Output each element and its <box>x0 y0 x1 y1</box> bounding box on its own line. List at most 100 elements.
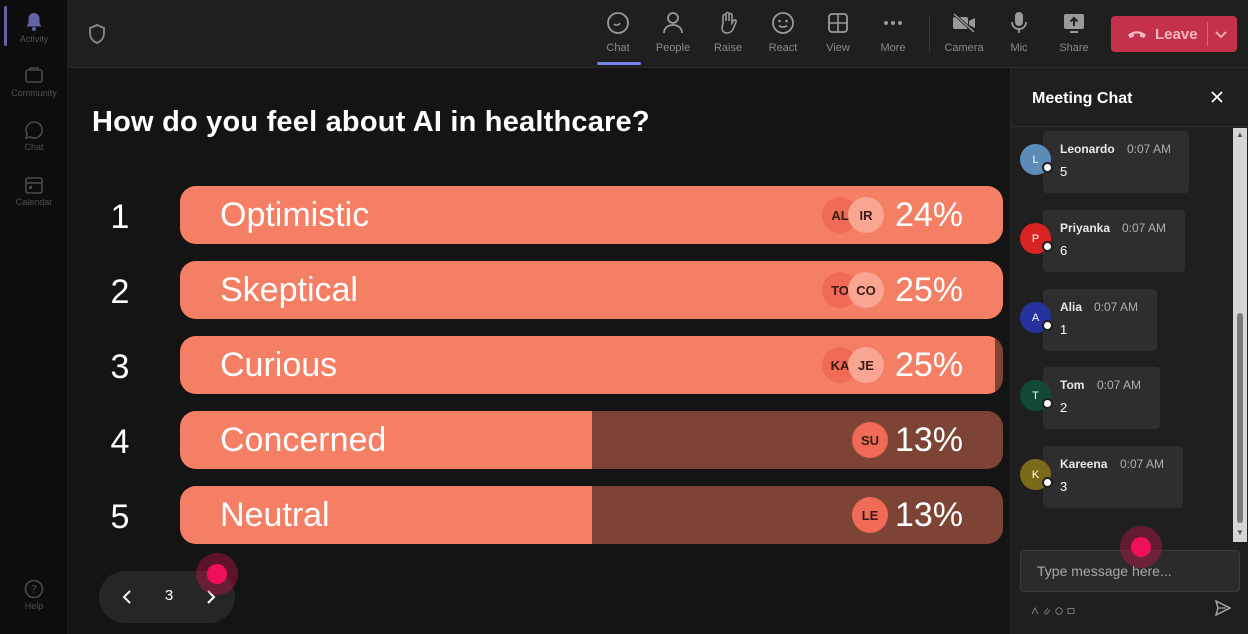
option-number: 4 <box>110 423 130 461</box>
chat-button[interactable]: Chat <box>591 10 645 65</box>
message-bubble[interactable]: Priyanka 0:07 AM 6 <box>1043 210 1185 272</box>
option-percentage: 25% <box>894 271 963 309</box>
chat-message: Priyanka 0:07 AM 6 P <box>1011 210 1231 272</box>
option-label: Skeptical <box>220 271 358 309</box>
rail-label-community: Community <box>11 88 57 98</box>
message-time: 0:07 AM <box>1094 300 1139 314</box>
format-icon[interactable] <box>1031 602 1039 615</box>
microphone-icon <box>1006 10 1032 36</box>
message-text: 5 <box>1060 164 1068 179</box>
poll-stage: How do you feel about AI in healthcare? … <box>68 68 1010 634</box>
result-bar-fill <box>180 486 592 544</box>
option-percentage: 13% <box>894 421 963 459</box>
result-bar-track: Neutral LE 13% <box>180 486 1003 544</box>
chat-message: Leonardo 0:07 AM 5 L <box>1011 131 1231 193</box>
presence-status-dot <box>1042 241 1053 252</box>
react-button-label: React <box>768 42 798 54</box>
raise-hand-button[interactable]: Raise <box>701 10 755 62</box>
bell-icon <box>24 12 44 32</box>
message-bubble[interactable]: Kareena 0:07 AM 3 <box>1043 446 1183 508</box>
help-icon: ? <box>24 579 44 599</box>
message-time: 0:07 AM <box>1127 142 1172 156</box>
more-button[interactable]: More <box>866 10 920 62</box>
emoji-icon[interactable] <box>1055 602 1063 615</box>
toolbar-divider <box>929 16 930 52</box>
rail-item-activity[interactable]: Activity <box>0 12 68 44</box>
poll-option-row: 4 Concerned SU 13% <box>68 411 1010 469</box>
poll-option-row: 2 Skeptical TO CO 25% <box>68 261 1010 319</box>
chat-panel-title: Meeting Chat <box>1032 90 1133 107</box>
message-text: 2 <box>1060 400 1068 415</box>
people-button[interactable]: People <box>646 10 700 62</box>
message-input[interactable] <box>1021 551 1239 591</box>
scrollbar-thumb[interactable] <box>1237 313 1243 523</box>
option-number: 3 <box>110 348 130 386</box>
option-number: 1 <box>110 198 130 236</box>
chat-message: Kareena 0:07 AM 3 K <box>1011 446 1231 508</box>
voter-avatar: IR <box>848 197 884 233</box>
option-number: 2 <box>110 273 130 311</box>
voter-avatar: LE <box>852 497 888 533</box>
react-button[interactable]: React <box>756 10 810 62</box>
result-bar-fill <box>180 411 592 469</box>
close-icon[interactable] <box>1210 90 1224 109</box>
scroll-up-arrow[interactable]: ▲ <box>1236 130 1244 139</box>
hand-icon <box>715 10 741 36</box>
message-bubble[interactable]: Alia 0:07 AM 1 <box>1043 289 1157 351</box>
scroll-down-arrow[interactable]: ▼ <box>1236 528 1244 537</box>
sender-name: Tom <box>1060 378 1085 392</box>
sender-name: Leonardo <box>1060 142 1115 156</box>
grid-icon <box>825 10 851 36</box>
people-button-label: People <box>655 42 691 54</box>
view-button[interactable]: View <box>811 10 865 62</box>
result-bar-track: Skeptical TO CO 25% <box>180 261 1003 319</box>
rail-label-activity: Activity <box>19 34 49 44</box>
smiley-icon <box>770 10 796 36</box>
community-icon <box>24 66 44 86</box>
raise-button-label: Raise <box>713 42 743 54</box>
camera-button[interactable]: Camera <box>937 10 991 62</box>
ellipsis-icon <box>880 10 906 36</box>
rail-item-chat[interactable]: Chat <box>0 120 68 152</box>
chat-scrollbar[interactable]: ▲ ▼ <box>1233 128 1247 542</box>
rail-item-community[interactable]: Community <box>0 66 68 98</box>
send-icon[interactable] <box>1214 599 1232 622</box>
poll-option-row: 1 Optimistic AL IR 24% <box>68 186 1010 244</box>
presence-status-dot <box>1042 320 1053 331</box>
chat-message: Alia 0:07 AM 1 A <box>1011 289 1231 351</box>
chat-icon <box>24 120 44 140</box>
option-number: 5 <box>110 498 130 536</box>
gif-icon[interactable] <box>1067 602 1075 614</box>
option-label: Optimistic <box>220 196 370 234</box>
leave-button-label: Leave <box>1155 25 1198 43</box>
rail-item-help[interactable]: ? Help <box>0 579 68 611</box>
message-compose-box[interactable] <box>1020 550 1240 592</box>
next-page-button[interactable] <box>201 587 221 612</box>
poll-option-row: 5 Neutral LE 13% <box>68 486 1010 544</box>
mic-button[interactable]: Mic <box>992 10 1046 62</box>
attach-icon[interactable] <box>1043 602 1051 615</box>
sender-name: Kareena <box>1060 457 1108 471</box>
presence-status-dot <box>1042 477 1053 488</box>
share-button[interactable]: Share <box>1047 10 1101 62</box>
view-button-label: View <box>826 42 850 54</box>
result-bar-track: Optimistic AL IR 24% <box>180 186 1003 244</box>
message-bubble[interactable]: Tom 0:07 AM 2 <box>1043 367 1160 429</box>
mic-button-label: Mic <box>1010 42 1028 54</box>
shield-icon[interactable] <box>88 24 106 49</box>
more-button-label: More <box>880 42 906 54</box>
option-percentage: 24% <box>894 196 963 234</box>
message-time: 0:07 AM <box>1122 221 1167 235</box>
rail-item-calendar[interactable]: Calendar <box>0 175 68 207</box>
message-bubble[interactable]: Leonardo 0:07 AM 5 <box>1043 131 1189 193</box>
chevron-down-icon[interactable] <box>1213 26 1229 46</box>
previous-page-button[interactable] <box>117 587 137 612</box>
option-percentage: 25% <box>894 346 963 384</box>
chat-header-divider <box>1011 126 1248 127</box>
leave-button[interactable]: Leave <box>1111 16 1237 52</box>
calendar-icon <box>24 175 44 195</box>
rail-label-chat: Chat <box>24 142 44 152</box>
meeting-chat-panel: Meeting Chat Leonardo 0:07 AM 5 L Priyanka 0:… <box>1010 68 1248 634</box>
presence-status-dot <box>1042 162 1053 173</box>
sender-name: Alia <box>1060 300 1083 314</box>
